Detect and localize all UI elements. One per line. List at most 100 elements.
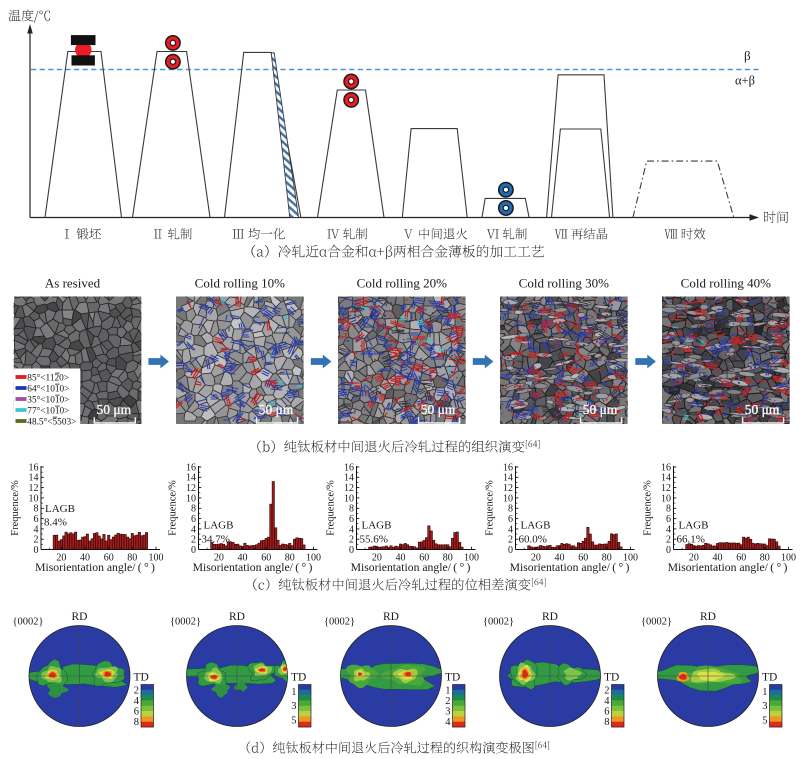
svg-text:4: 4 [508, 524, 513, 535]
svg-text:α+β: α+β [735, 74, 755, 88]
svg-text:TD: TD [762, 672, 777, 684]
svg-text:50 μm: 50 μm [421, 402, 456, 417]
svg-text:8: 8 [34, 504, 39, 515]
svg-text:77°<1010>: 77°<1010> [27, 405, 69, 416]
svg-text:6: 6 [134, 707, 139, 718]
svg-text:80: 80 [760, 553, 770, 564]
svg-text:TD: TD [604, 672, 619, 684]
svg-text:{0002}: {0002} [13, 617, 44, 628]
svg-text:48.5°<5503>: 48.5°<5503> [27, 416, 76, 427]
svg-text:40: 40 [80, 553, 90, 564]
svg-text:1: 1 [291, 687, 296, 698]
svg-text:TD: TD [445, 672, 460, 684]
svg-text:Frequence/%: Frequence/% [326, 480, 337, 536]
svg-text:40: 40 [238, 553, 248, 564]
svg-text:50 μm: 50 μm [583, 402, 618, 417]
svg-text:20: 20 [214, 553, 224, 564]
svg-text:{0002}: {0002} [170, 617, 201, 628]
svg-text:2: 2 [191, 535, 196, 546]
svg-text:As resived: As resived [45, 276, 101, 291]
svg-text:10: 10 [29, 493, 39, 504]
svg-text:20: 20 [56, 553, 66, 564]
svg-text:50 μm: 50 μm [96, 402, 131, 417]
svg-text:60: 60 [419, 553, 429, 564]
svg-text:100: 100 [464, 553, 479, 564]
svg-text:Cold rolling 30%: Cold rolling 30% [519, 276, 609, 291]
svg-text:Misorientation angle/ ( ° ): Misorientation angle/ ( ° ) [510, 561, 630, 574]
svg-text:Cold rolling 10%: Cold rolling 10% [195, 276, 285, 291]
svg-text:LAGB: LAGB [204, 520, 234, 532]
svg-text:8: 8 [134, 717, 139, 728]
svg-text:Cold rolling 20%: Cold rolling 20% [357, 276, 447, 291]
svg-text:{0002}: {0002} [641, 617, 672, 628]
svg-text:4: 4 [34, 524, 39, 535]
svg-text:Cold rolling 40%: Cold rolling 40% [681, 276, 771, 291]
svg-text:14: 14 [186, 473, 196, 484]
svg-text:16: 16 [186, 462, 196, 473]
svg-text:RD: RD [229, 611, 245, 623]
svg-text:66.1%: 66.1% [677, 534, 705, 546]
svg-text:8: 8 [191, 504, 196, 515]
svg-text:100: 100 [149, 553, 164, 564]
svg-text:RD: RD [700, 611, 716, 623]
svg-text:4: 4 [134, 696, 140, 707]
svg-text:55.6%: 55.6% [360, 534, 388, 546]
svg-text:0: 0 [508, 545, 513, 556]
svg-text:3: 3 [762, 701, 767, 712]
svg-text:10: 10 [344, 493, 354, 504]
svg-text:10: 10 [186, 493, 196, 504]
svg-text:2: 2 [445, 696, 450, 707]
svg-text:2: 2 [666, 535, 671, 546]
svg-text:10: 10 [661, 493, 671, 504]
svg-text:6: 6 [191, 514, 196, 525]
svg-text:60: 60 [104, 553, 114, 564]
svg-text:4: 4 [349, 524, 354, 535]
svg-text:80: 80 [602, 553, 612, 564]
svg-text:12: 12 [503, 483, 513, 494]
svg-text:2: 2 [349, 535, 354, 546]
svg-text:80: 80 [127, 553, 137, 564]
svg-text:4: 4 [445, 717, 451, 728]
svg-text:60: 60 [261, 553, 271, 564]
svg-text:100: 100 [781, 553, 796, 564]
svg-text:0: 0 [349, 545, 354, 556]
svg-text:{0002}: {0002} [324, 617, 355, 628]
svg-text:60.0%: 60.0% [519, 534, 547, 546]
svg-text:3: 3 [291, 701, 296, 712]
svg-text:16: 16 [503, 462, 513, 473]
svg-text:LAGB: LAGB [45, 503, 75, 515]
svg-text:TD: TD [134, 672, 149, 684]
svg-text:100: 100 [623, 553, 638, 564]
svg-text:12: 12 [661, 483, 671, 494]
svg-text:40: 40 [396, 553, 406, 564]
svg-text:50 μm: 50 μm [259, 402, 294, 417]
svg-text:6: 6 [666, 514, 671, 525]
svg-text:50 μm: 50 μm [745, 402, 780, 417]
svg-text:80: 80 [443, 553, 453, 564]
svg-text:Misorientation angle/ ( ° ): Misorientation angle/ ( ° ) [351, 561, 471, 574]
svg-text:RD: RD [383, 611, 399, 623]
svg-text:6: 6 [34, 514, 39, 525]
svg-text:Frequence/%: Frequence/% [643, 480, 654, 536]
svg-text:12: 12 [344, 483, 354, 494]
svg-text:14: 14 [661, 473, 671, 484]
svg-text:80: 80 [285, 553, 295, 564]
svg-text:0: 0 [34, 545, 39, 556]
svg-text:34.7%: 34.7% [202, 534, 230, 546]
svg-text:3: 3 [445, 707, 450, 718]
svg-text:TD: TD [291, 672, 306, 684]
svg-text:8: 8 [349, 504, 354, 515]
svg-text:16: 16 [661, 462, 671, 473]
svg-text:8.4%: 8.4% [44, 517, 67, 529]
svg-text:16: 16 [344, 462, 354, 473]
svg-text:4: 4 [604, 696, 610, 707]
svg-text:Frequence/%: Frequence/% [485, 480, 496, 536]
svg-text:6: 6 [349, 514, 354, 525]
svg-text:5: 5 [291, 716, 296, 727]
svg-text:8: 8 [666, 504, 671, 515]
svg-text:16: 16 [29, 462, 39, 473]
svg-text:20: 20 [531, 553, 541, 564]
svg-text:40: 40 [713, 553, 723, 564]
svg-text:14: 14 [344, 473, 354, 484]
svg-text:{0002}: {0002} [483, 617, 514, 628]
